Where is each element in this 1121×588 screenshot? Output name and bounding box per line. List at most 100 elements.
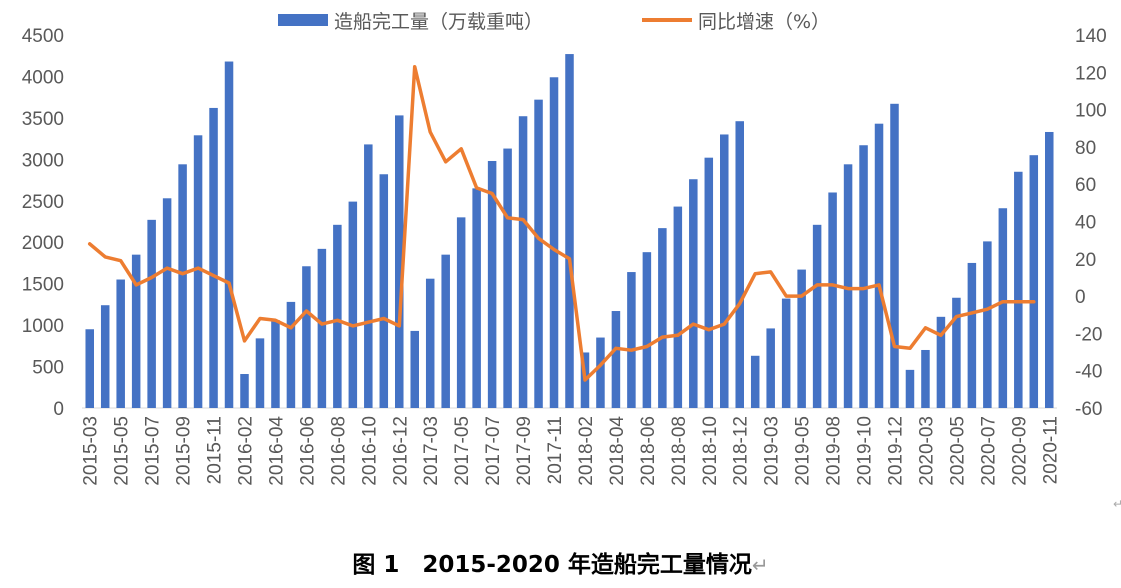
bar-2020-10 (1029, 155, 1039, 408)
x-axis-ticks: 2015-03 2015-05 2015-07 2015-09 2015-11 2016-… (81, 416, 1062, 486)
x-tick-label: 2020-11 (1040, 416, 1061, 484)
bar-2018-04 (611, 311, 621, 408)
legend: 造船完工量（万载重吨） 同比增速（%） (278, 11, 830, 33)
left-tick-label: 2500 (22, 192, 64, 213)
left-tick-label: 1000 (22, 316, 64, 337)
figure-caption: 图 1 2015-2020 年造船完工量情况↵ (0, 545, 1121, 579)
bar-2016-06 (302, 266, 311, 408)
bar-2016-10 (364, 144, 373, 408)
bar-2019-09 (843, 164, 853, 408)
bar-2019-12 (890, 103, 899, 408)
bar-2019-03 (766, 328, 775, 408)
bar-2017-06 (472, 188, 481, 408)
bar-2015-07 (147, 219, 156, 408)
x-tick-label: 2017-05 (452, 416, 473, 486)
left-tick-label: 4000 (22, 67, 64, 88)
bar-2015-04 (100, 305, 110, 408)
left-tick-label: 1500 (22, 275, 64, 296)
bar-2015-03 (85, 329, 94, 408)
x-tick-label: 2017-03 (421, 416, 442, 486)
bar-2016-02 (240, 374, 249, 408)
bar-2018-11 (720, 134, 729, 408)
right-tick-label: 60 (1075, 175, 1096, 196)
bar-2016-03 (255, 338, 265, 408)
x-tick-label: 2020-09 (1009, 416, 1030, 486)
left-tick-label: 0 (53, 399, 64, 420)
x-tick-label: 2019-08 (824, 416, 845, 486)
x-tick-label: 2018-02 (576, 416, 597, 486)
x-tick-label: 2015-07 (143, 416, 164, 486)
left-tick-label: 4500 (22, 26, 64, 47)
right-tick-label: 100 (1075, 101, 1107, 122)
bar-2015-06 (131, 254, 141, 408)
x-tick-label: 2016-12 (390, 416, 411, 486)
bar-2020-02 (905, 369, 915, 408)
legend-bar-label: 造船完工量（万载重吨） (334, 11, 543, 33)
x-tick-label: 2019-03 (762, 416, 783, 486)
bar-2018-03 (596, 337, 605, 408)
bar-2020-11 (1045, 131, 1054, 409)
legend-bar-swatch (278, 14, 328, 26)
x-tick-label: 2016-10 (359, 416, 380, 486)
x-tick-label: 2015-09 (174, 416, 195, 486)
bar-2015-09 (178, 164, 187, 408)
right-tick-label: 20 (1075, 250, 1096, 271)
x-tick-label: 2020-03 (916, 416, 937, 486)
bar-2019-07 (812, 224, 822, 408)
left-axis-ticks: 0 500 1000 1500 2000 2500 3000 3500 4000 4500 (22, 26, 64, 420)
bar-2017-11 (549, 77, 559, 409)
bar-2016-12 (395, 115, 404, 408)
x-tick-label: 2019-12 (886, 416, 907, 486)
bar-2017-04 (441, 254, 450, 408)
right-tick-label: -60 (1075, 399, 1102, 420)
x-tick-label: 2016-06 (297, 416, 318, 486)
bar-2015-12 (224, 61, 234, 408)
bar-2015-08 (162, 198, 172, 408)
x-tick-label: 2017-09 (514, 416, 535, 486)
bar-2019-08 (828, 192, 837, 408)
bar-2017-05 (456, 217, 466, 408)
growth-line (87, 64, 1036, 382)
return-mark: ↵ (751, 553, 769, 577)
right-tick-label: -40 (1075, 362, 1102, 383)
caption-text: 图 1 2015-2020 年造船完工量情况 (352, 552, 752, 578)
bar-2018-10 (704, 157, 714, 408)
bar-2020-05 (952, 297, 961, 408)
x-tick-label: 2018-12 (731, 416, 752, 486)
corner-return-mark: ↵ (1113, 497, 1121, 511)
bar-2019-05 (797, 269, 806, 408)
bar-2017-03 (425, 278, 435, 408)
bar-2017-12 (565, 54, 574, 408)
right-tick-label: 120 (1075, 63, 1107, 84)
bar-2020-06 (967, 262, 977, 408)
bar-2018-07 (658, 228, 667, 408)
bar-2015-10 (193, 135, 203, 408)
bar-2015-05 (116, 279, 125, 408)
combo-chart: 造船完工量（万载重吨） 同比增速（%） 05001000150020002500… (22, 11, 1107, 486)
bar-2020-08 (998, 208, 1008, 408)
bar-2016-05 (286, 301, 296, 408)
right-tick-label: 40 (1075, 213, 1096, 234)
right-tick-label: 140 (1075, 26, 1107, 47)
bar-2019-04 (781, 298, 791, 408)
x-tick-label: 2015-11 (205, 416, 226, 484)
left-tick-label: 2000 (22, 233, 64, 254)
bar-2017-02 (410, 330, 419, 408)
x-tick-label: 2016-08 (328, 416, 349, 486)
x-tick-label: 2015-05 (112, 416, 133, 486)
bar-series (85, 54, 1054, 409)
bar-2016-09 (348, 201, 358, 408)
bar-2018-06 (642, 252, 652, 408)
bar-2017-07 (487, 160, 497, 408)
x-tick-label: 2017-11 (545, 416, 566, 484)
bar-2018-08 (673, 206, 683, 408)
x-tick-label: 2018-04 (607, 416, 628, 486)
x-tick-label: 2016-02 (236, 416, 257, 486)
bar-2019-02 (750, 355, 760, 408)
bar-2020-09 (1014, 171, 1023, 408)
bar-2019-10 (859, 145, 868, 408)
right-tick-label: 80 (1075, 138, 1096, 159)
bar-2017-09 (518, 116, 528, 408)
bar-2017-10 (534, 99, 543, 409)
right-axis-ticks: -60 -40 -20 0 20 40 60 80 100 120 140 (1075, 26, 1107, 420)
